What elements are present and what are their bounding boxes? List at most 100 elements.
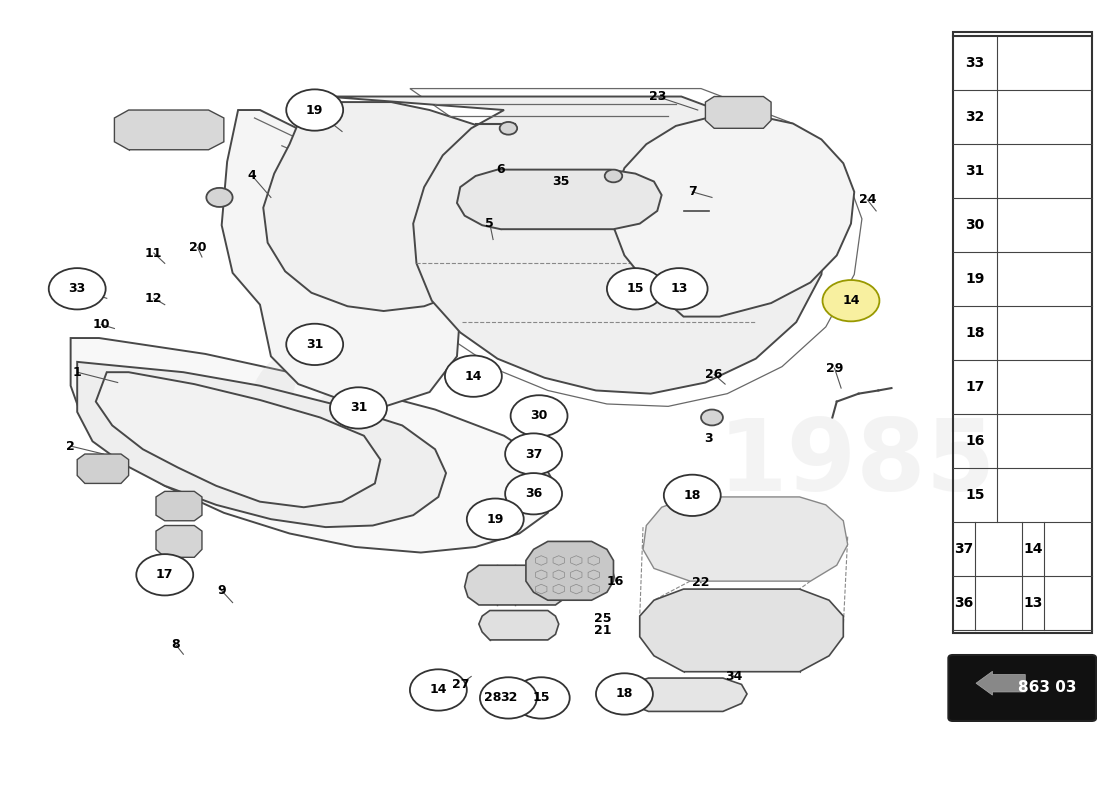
Text: 24: 24 (859, 194, 876, 206)
Text: 32: 32 (499, 691, 517, 705)
Text: 36: 36 (525, 487, 542, 500)
Polygon shape (114, 110, 224, 150)
Polygon shape (705, 97, 771, 128)
Text: e: e (239, 292, 380, 508)
Polygon shape (464, 566, 570, 605)
Circle shape (510, 395, 568, 437)
Circle shape (286, 90, 343, 130)
Circle shape (607, 268, 663, 310)
Polygon shape (156, 526, 202, 558)
Text: 14: 14 (430, 683, 447, 697)
Text: 14: 14 (1024, 542, 1043, 556)
Text: 21: 21 (594, 624, 612, 637)
Text: 18: 18 (683, 489, 701, 502)
Polygon shape (263, 102, 530, 311)
Text: 20: 20 (189, 241, 207, 254)
Text: 34: 34 (725, 670, 742, 683)
Circle shape (605, 170, 623, 182)
Polygon shape (96, 372, 381, 507)
Text: 10: 10 (92, 318, 110, 331)
Text: 1985: 1985 (717, 415, 996, 512)
Text: 31: 31 (966, 164, 984, 178)
Circle shape (136, 554, 194, 595)
Text: 37: 37 (955, 542, 974, 556)
Circle shape (499, 122, 517, 134)
Circle shape (823, 280, 879, 322)
Polygon shape (640, 589, 844, 672)
Text: 32: 32 (966, 110, 984, 124)
Text: 18: 18 (616, 687, 634, 701)
Circle shape (701, 410, 723, 426)
Text: 14: 14 (464, 370, 482, 382)
Circle shape (48, 268, 106, 310)
Text: 3: 3 (704, 432, 713, 445)
Text: 26: 26 (705, 368, 723, 381)
Text: 31: 31 (306, 338, 323, 351)
Text: 11: 11 (145, 246, 163, 259)
Polygon shape (70, 338, 556, 553)
Text: 22: 22 (692, 576, 710, 590)
Text: 35: 35 (552, 175, 570, 188)
Text: 25: 25 (594, 612, 612, 625)
Text: 863 03: 863 03 (1018, 681, 1077, 695)
Text: 15: 15 (965, 488, 985, 502)
Circle shape (651, 268, 707, 310)
Polygon shape (326, 97, 826, 394)
Text: 30: 30 (966, 218, 984, 232)
Text: 23: 23 (649, 90, 666, 103)
Text: 28: 28 (484, 691, 502, 705)
Text: 13: 13 (1024, 596, 1043, 610)
Text: a passion for parts since 1985: a passion for parts since 1985 (297, 255, 672, 354)
Text: 31: 31 (350, 402, 367, 414)
Circle shape (663, 474, 720, 516)
Text: 14: 14 (843, 294, 860, 307)
Text: 1: 1 (73, 366, 81, 378)
Text: 9: 9 (218, 584, 226, 597)
Text: 5: 5 (485, 217, 494, 230)
Text: 27: 27 (451, 678, 469, 691)
Text: 36: 36 (955, 596, 974, 610)
Circle shape (596, 674, 653, 714)
Circle shape (207, 188, 232, 207)
Circle shape (466, 498, 524, 540)
Text: 16: 16 (607, 574, 625, 588)
Text: 19: 19 (306, 103, 323, 117)
Text: 29: 29 (826, 362, 844, 374)
Polygon shape (77, 454, 129, 483)
Text: 15: 15 (627, 282, 645, 295)
Circle shape (480, 678, 537, 718)
Polygon shape (456, 170, 661, 229)
Polygon shape (614, 115, 855, 317)
Polygon shape (644, 497, 848, 581)
Text: 16: 16 (966, 434, 984, 448)
Text: 12: 12 (145, 292, 163, 305)
Text: 2: 2 (66, 439, 75, 453)
Circle shape (286, 324, 343, 365)
Text: 19: 19 (966, 272, 984, 286)
Text: 37: 37 (525, 447, 542, 461)
Text: 33: 33 (68, 282, 86, 295)
Text: 15: 15 (532, 691, 550, 705)
Text: 4: 4 (248, 170, 256, 182)
Text: 18: 18 (965, 326, 985, 340)
Text: 13: 13 (671, 282, 688, 295)
Circle shape (505, 473, 562, 514)
Circle shape (330, 387, 387, 429)
Polygon shape (478, 610, 559, 640)
Circle shape (513, 678, 570, 718)
FancyBboxPatch shape (948, 655, 1096, 721)
Polygon shape (156, 491, 202, 521)
Circle shape (410, 670, 466, 710)
Polygon shape (77, 362, 446, 527)
Circle shape (444, 355, 502, 397)
Text: 17: 17 (966, 380, 984, 394)
Text: 30: 30 (530, 410, 548, 422)
Text: 33: 33 (966, 56, 984, 70)
Polygon shape (526, 542, 614, 600)
Polygon shape (222, 110, 462, 408)
Text: 6: 6 (496, 163, 505, 176)
Text: 17: 17 (156, 568, 174, 582)
Text: 8: 8 (172, 638, 180, 651)
Text: 19: 19 (486, 513, 504, 526)
Circle shape (505, 434, 562, 474)
